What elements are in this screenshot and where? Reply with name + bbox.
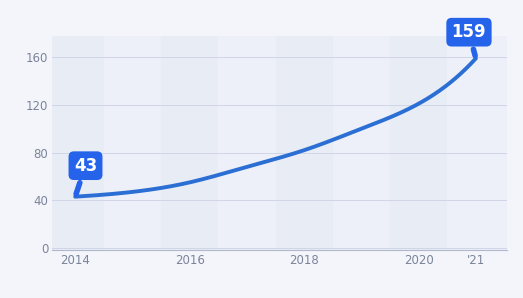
Bar xyxy=(161,36,218,250)
Bar xyxy=(447,36,510,250)
Bar xyxy=(276,36,333,250)
Bar xyxy=(104,36,161,250)
Text: 159: 159 xyxy=(452,23,486,56)
Bar xyxy=(47,36,104,250)
Text: 43: 43 xyxy=(74,157,97,194)
Bar xyxy=(390,36,447,250)
Bar xyxy=(333,36,390,250)
Bar xyxy=(218,36,276,250)
